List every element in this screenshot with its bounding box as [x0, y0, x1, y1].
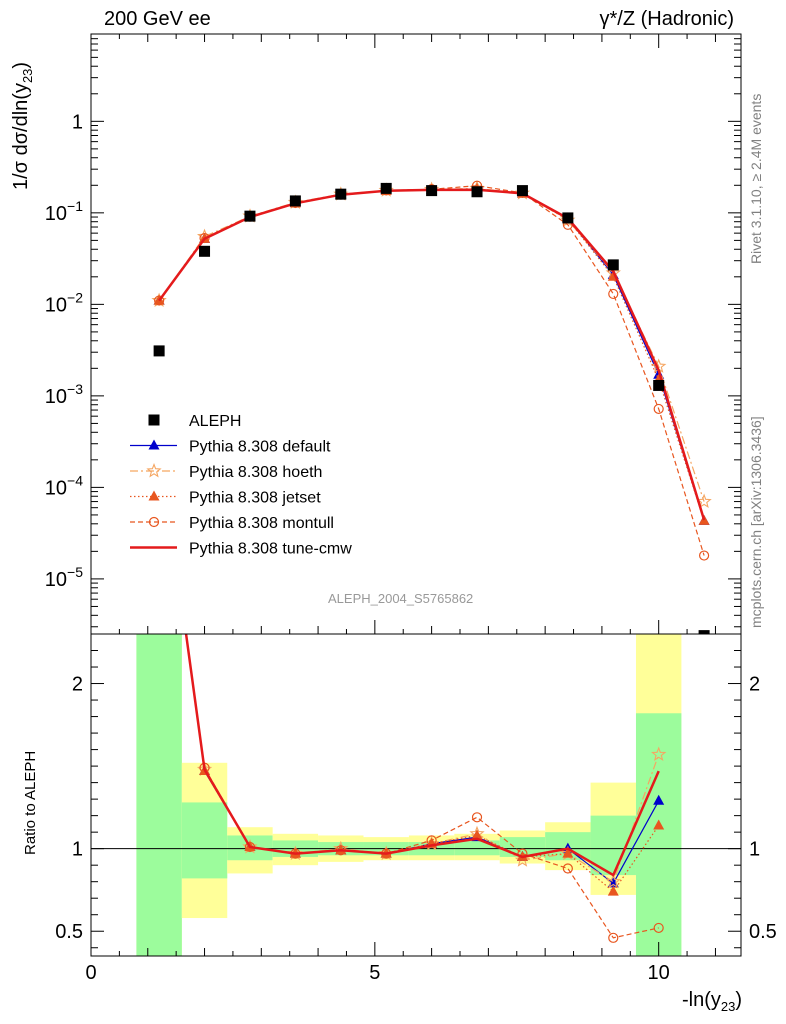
ratio-point-default: [154, 430, 165, 440]
main-point-montull: [154, 295, 165, 306]
main-series: [151, 180, 712, 634]
data-point-aleph: [199, 245, 211, 257]
ratio-point-montull: [608, 932, 619, 943]
legend-label-montull: Pythia 8.308 montull: [189, 515, 334, 532]
ratio-point-jetset: [653, 819, 665, 830]
ratio-point-default: [653, 794, 665, 805]
legend-marker-montull: [148, 516, 160, 528]
mcplots-label: mcplots.cern.ch [arXiv:1306.3436]: [748, 416, 764, 628]
data-point-aleph: [562, 212, 574, 224]
rivet-version-label: Rivet 3.1.10, ≥ 2.4M events: [748, 93, 764, 264]
main-point-montull: [199, 232, 210, 244]
ratio-point-montull: [562, 863, 573, 874]
x-axis-label: -ln(y23): [681, 989, 742, 1014]
ratio-point-montull: [471, 812, 483, 823]
data-point-aleph: [335, 188, 347, 200]
axis-ticks: 10−510−410−310−210−110 5 100.5 0.51 12 2: [45, 33, 777, 984]
ratio-point-montull: [155, 431, 164, 440]
ratio-point-hoeth: [605, 873, 621, 889]
legend-label-jetset: Pythia 8.308 jetset: [189, 490, 321, 507]
data-point-aleph: [653, 379, 665, 391]
main-point-hoeth: [696, 493, 712, 508]
main-y-axis-label: 1/σ dσ/dln(y23): [10, 61, 35, 190]
data-point-aleph: [607, 259, 619, 271]
ratio-tick-label-right: 0.5: [749, 921, 777, 943]
data-point-aleph: [698, 630, 710, 634]
ratio-tick-label-right: 1: [749, 839, 760, 861]
y-tick-label: 10−4: [45, 472, 83, 499]
analysis-id-label: ALEPH_2004_S5765862: [328, 591, 474, 606]
main-point-montull: [699, 550, 710, 561]
y-tick-label: 10−2: [45, 289, 83, 316]
legend-label-default: Pythia 8.308 default: [189, 439, 331, 456]
ratio-tick-label-left: 1: [72, 839, 83, 861]
uncertainty-bands: [136, 634, 682, 956]
legend-marker-hoeth: [146, 462, 162, 478]
legend-label-hoeth: Pythia 8.308 hoeth: [189, 464, 322, 481]
x-tick-label: 5: [369, 962, 380, 984]
data-point-aleph: [516, 185, 528, 197]
data-point-aleph: [426, 185, 438, 197]
legend-label-aleph: ALEPH: [189, 413, 241, 430]
ratio-line-cmw: [184, 634, 660, 877]
legend-marker-jetset: [148, 490, 160, 501]
header-left-label: 200 GeV ee: [104, 8, 211, 30]
y-tick-label: 10−3: [45, 381, 83, 408]
ratio-series: [91, 429, 741, 943]
data-point-aleph: [153, 345, 165, 357]
band-inner: [181, 802, 228, 879]
legend-label-cmw: Pythia 8.308 tune-cmw: [189, 541, 352, 558]
header-right-label: γ*/Z (Hadronic): [599, 8, 734, 30]
x-tick-label: 0: [85, 962, 96, 984]
ratio-point-montull: [653, 922, 664, 934]
main-point-montull: [608, 288, 619, 300]
ratio-point-hoeth: [153, 429, 165, 441]
ratio-point-hoeth: [651, 746, 667, 762]
data-point-aleph: [244, 210, 256, 222]
ratio-tick-label-left: 0.5: [55, 921, 83, 943]
ratio-tick-label-right: 2: [749, 674, 760, 696]
ratio-tick-label-left: 2: [72, 674, 83, 696]
band-inner: [635, 713, 682, 956]
ratio-frame: [90, 633, 742, 957]
y-tick-label: 10−1: [45, 198, 83, 225]
y-tick-label: 10−5: [45, 564, 83, 591]
plot-frames: [90, 33, 742, 957]
data-point-aleph: [471, 186, 483, 198]
data-point-aleph: [289, 195, 301, 207]
band-inner: [136, 634, 182, 956]
ratio-point-jetset: [471, 829, 483, 840]
legend-marker-aleph: [148, 414, 160, 426]
ratio-point-jetset: [562, 847, 574, 858]
legend: ALEPH Pythia 8.308 default Pythia 8.308 ho…: [130, 413, 352, 558]
ratio-point-jetset: [607, 885, 619, 896]
legend-marker-default: [148, 439, 160, 450]
ratio-point-jetset: [154, 430, 165, 440]
ratio-point-hoeth: [514, 852, 531, 867]
data-point-aleph: [380, 182, 392, 194]
main-point-montull: [653, 403, 664, 415]
x-tick-label: 10: [648, 962, 670, 984]
ratio-y-axis-label: Ratio to ALEPH: [22, 750, 39, 855]
y-tick-label: 1: [72, 111, 83, 133]
